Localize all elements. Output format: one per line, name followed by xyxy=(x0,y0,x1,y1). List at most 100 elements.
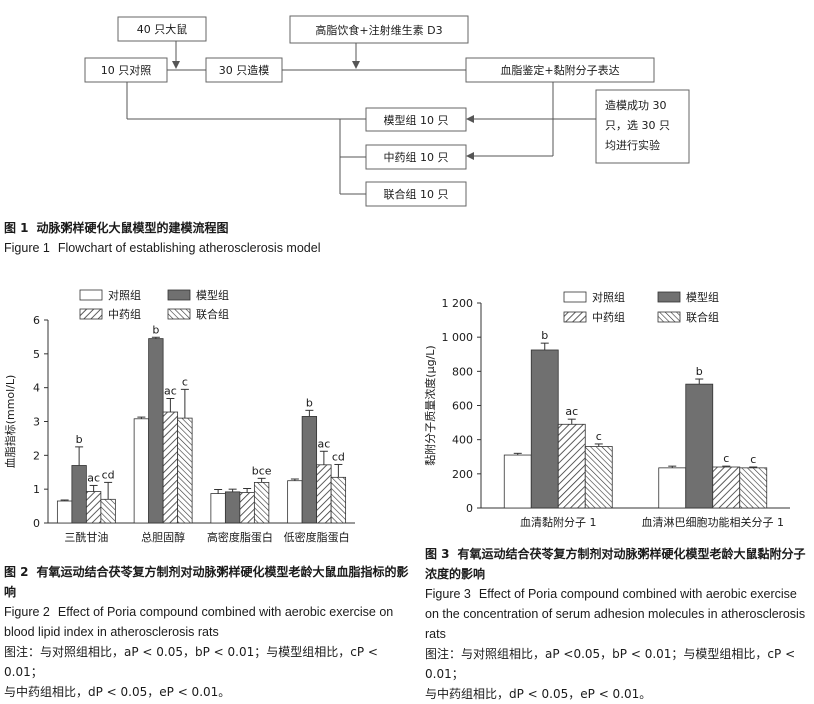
y-axis-label: 血脂指标(mmol/L) xyxy=(3,375,17,469)
y-tick-label: 0 xyxy=(466,502,473,515)
legend-label: 中药组 xyxy=(592,310,625,324)
legend-swatch xyxy=(657,311,681,323)
x-tick-label: 血清黏附分子 1 xyxy=(520,515,597,529)
figure3-note-1: 图注：与对照组相比，aP <0.05，bP < 0.01；与模型组相比，cP <… xyxy=(425,647,796,681)
figure1-caption-en: Flowchart of establishing atherosclerosi… xyxy=(57,241,321,255)
bar xyxy=(287,480,303,524)
significance-label: cd xyxy=(332,450,345,463)
label-model-group: 模型组 10 只 xyxy=(384,113,449,127)
x-tick-label: 血清淋巴细胞功能相关分子 1 xyxy=(642,515,785,529)
figure2-note-2: 与中药组相比，dP < 0.05，eP < 0.01。 xyxy=(4,685,231,699)
significance-label: ac xyxy=(164,384,177,397)
figure1-caption-zh: 动脉粥样硬化大鼠模型的建模流程图 xyxy=(36,221,229,235)
bar xyxy=(739,467,768,509)
figure2-caption-zh: 有氧运动结合茯苓复方制剂对动脉粥样硬化模型老龄大鼠血脂指标的影响 xyxy=(4,565,409,599)
x-tick-label: 总胆固醇 xyxy=(141,530,185,544)
bar xyxy=(224,491,241,524)
figure3-caption: 图 3 有氧运动结合茯苓复方制剂对动脉粥样硬化模型老龄大鼠黏附分子浓度的影响 Fi… xyxy=(425,544,814,704)
figure3-chart: 0 200 400 600 800 1 000 1 200 黏附分子质量浓度(μg/L) b ac… xyxy=(423,290,790,529)
bar xyxy=(71,465,87,524)
figure3-caption-en-label: Figure 3 xyxy=(425,587,471,601)
x-tick-label: 三酰甘油 xyxy=(64,530,108,544)
y-tick-label: 5 xyxy=(33,348,40,361)
y-tick-label: 200 xyxy=(452,468,473,481)
bar xyxy=(148,338,164,524)
significance-label: c xyxy=(723,452,729,465)
bar xyxy=(658,467,687,509)
figure3-caption-zh-label: 图 3 xyxy=(425,547,450,561)
legend-swatch xyxy=(79,308,103,320)
flowchart: 40 只大鼠 高脂饮食+注射维生素 D3 10 只对照 30 只造模 血脂鉴定+… xyxy=(84,15,690,207)
y-tick-label: 3 xyxy=(33,416,40,429)
legend-swatch xyxy=(167,308,191,320)
legend-label: 联合组 xyxy=(686,310,719,324)
legend-label: 对照组 xyxy=(108,288,141,302)
y-tick-label: 2 xyxy=(33,449,40,462)
box-control xyxy=(84,57,168,83)
bar xyxy=(685,383,714,509)
label-model: 30 只造模 xyxy=(219,63,270,77)
figure3-note-2: 与中药组相比，dP < 0.05，eP < 0.01。 xyxy=(425,687,652,701)
bar xyxy=(162,411,179,524)
bar xyxy=(100,498,116,524)
label-success-2: 只，选 30 只 xyxy=(605,119,670,132)
box-combined-group xyxy=(365,181,467,207)
significance-label: b xyxy=(152,323,159,336)
label-combined-group: 联合组 10 只 xyxy=(384,187,449,201)
label-success-3: 均进行实验 xyxy=(605,138,660,152)
significance-label: b xyxy=(76,433,83,446)
y-axis-label: 黏附分子质量浓度(μg/L) xyxy=(423,345,437,465)
bar xyxy=(584,446,613,509)
legend-swatch xyxy=(657,291,681,303)
bar xyxy=(330,476,347,524)
bar xyxy=(316,464,332,524)
significance-label: ac xyxy=(565,405,578,418)
figure2-caption-en-label: Figure 2 xyxy=(4,605,50,619)
bar xyxy=(56,500,73,524)
y-tick-label: 1 xyxy=(33,483,40,496)
y-tick-label: 400 xyxy=(452,434,473,447)
y-tick-label: 1 200 xyxy=(442,297,474,310)
figure3-caption-zh: 有氧运动结合茯苓复方制剂对动脉粥样硬化模型老龄大鼠黏附分子浓度的影响 xyxy=(425,547,806,581)
y-tick-label: 600 xyxy=(452,400,473,413)
legend-swatch xyxy=(563,311,587,323)
bar xyxy=(239,492,255,524)
x-tick-label: 低密度脂蛋白 xyxy=(284,530,350,544)
figure1-caption-en-label: Figure 1 xyxy=(4,241,50,255)
figure2-caption-en: Effect of Poria compound combined with a… xyxy=(4,605,394,639)
y-tick-label: 0 xyxy=(33,517,40,530)
significance-label: b xyxy=(696,365,703,378)
significance-label: cd xyxy=(102,468,115,481)
label-herb-group: 中药组 10 只 xyxy=(384,150,449,164)
y-tick-label: 4 xyxy=(33,382,40,395)
figure3-caption-en: Effect of Poria compound combined with a… xyxy=(425,587,806,641)
legend-swatch xyxy=(563,291,587,303)
legend-label: 对照组 xyxy=(592,290,625,304)
label-diet: 高脂饮食+注射维生素 D3 xyxy=(315,23,442,37)
label-lipid: 血脂鉴定+黏附分子表达 xyxy=(500,63,619,77)
figure1-caption: 图 1 动脉粥样硬化大鼠模型的建模流程图 Figure 1 Flowchart of… xyxy=(4,218,320,258)
significance-label: c xyxy=(182,375,188,388)
figure2-note-1: 图注：与对照组相比，aP < 0.05，bP < 0.01；与模型组相比，cP … xyxy=(4,645,378,679)
label-40-rats: 40 只大鼠 xyxy=(137,22,188,36)
box-herb-group xyxy=(365,144,467,170)
x-tick-label: 高密度脂蛋白 xyxy=(207,530,273,544)
bar xyxy=(530,349,559,509)
legend-label: 模型组 xyxy=(686,290,719,304)
box-success xyxy=(595,89,690,164)
bar xyxy=(210,493,226,524)
bar xyxy=(712,466,741,509)
y-tick-label: 6 xyxy=(33,314,40,327)
box-lipid xyxy=(465,57,655,83)
figure2-caption: 图 2 有氧运动结合茯苓复方制剂对动脉粥样硬化模型老龄大鼠血脂指标的影响 Figu… xyxy=(4,562,409,702)
box-40-rats xyxy=(117,16,207,42)
bar xyxy=(253,481,270,524)
label-control: 10 只对照 xyxy=(101,63,152,77)
y-tick-label: 800 xyxy=(452,365,473,378)
y-tick-label: 1 000 xyxy=(442,331,474,344)
figure2-caption-zh-label: 图 2 xyxy=(4,565,29,579)
box-diet xyxy=(289,15,469,44)
significance-label: c xyxy=(596,430,602,443)
significance-label: ac xyxy=(317,437,330,450)
